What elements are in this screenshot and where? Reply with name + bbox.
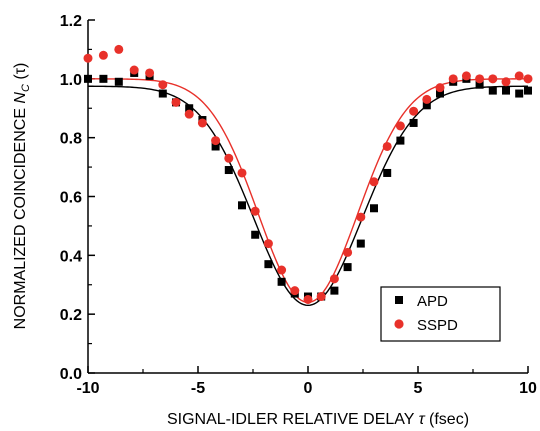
x-tick-label: -10 (76, 380, 99, 397)
data-point-apd (383, 168, 392, 177)
data-point-sspd (184, 109, 194, 119)
data-point-sspd (409, 106, 419, 116)
legend-label-sspd: SSPD (417, 317, 458, 334)
data-point-apd (224, 166, 233, 175)
data-point-apd (422, 101, 431, 110)
data-point-sspd (369, 177, 379, 187)
data-point-sspd (145, 68, 155, 78)
axes (87, 19, 529, 374)
data-point-sspd (197, 118, 207, 128)
data-point-sspd (114, 44, 124, 54)
data-point-sspd (211, 136, 221, 146)
x-tick-label: 10 (519, 380, 537, 397)
data-point-sspd (382, 141, 392, 151)
data-point-sspd (277, 265, 287, 275)
data-point-apd (238, 201, 246, 210)
legend-marker-sspd (394, 319, 404, 329)
data-point-sspd (461, 71, 471, 81)
data-point-sspd (250, 206, 260, 216)
y-tick-label: 1.0 (60, 72, 82, 89)
legend: APD SSPD (380, 286, 501, 342)
data-point-apd (99, 74, 108, 83)
data-point-sspd (329, 274, 339, 284)
tick-labels: -10 -5 0 5 10 0.0 0.2 0.4 0.6 0.8 1.0 1.2 (60, 13, 537, 397)
data-point-sspd (501, 77, 511, 87)
data-point-apd (396, 136, 405, 145)
data-point-apd (356, 239, 365, 248)
data-point-sspd (488, 74, 498, 84)
data-point-sspd (263, 239, 273, 249)
data-point-apd (277, 277, 286, 286)
data-point-sspd (171, 97, 181, 107)
y-tick-label: 1.2 (60, 13, 82, 30)
data-point-sspd (129, 65, 139, 75)
data-point-apd (84, 74, 92, 83)
x-axis-label: SIGNAL-IDLER RELATIVE DELAY τ (fsec) (167, 411, 469, 428)
data-point-sspd (290, 286, 300, 296)
legend-marker-apd (395, 296, 403, 304)
data-point-apd (475, 80, 484, 89)
x-tick-label: -5 (191, 380, 205, 397)
data-point-apd (524, 86, 532, 95)
y-axis-label: NORMALIZED COINCIDENCE NC (τ) (12, 63, 32, 330)
data-point-sspd (224, 153, 234, 163)
data-point-apd (158, 89, 167, 98)
data-point-apd (343, 263, 352, 272)
data-point-apd (185, 104, 194, 113)
fit-curve-apd (87, 85, 529, 307)
y-tick-label: 0.2 (60, 307, 82, 324)
data-point-sspd (158, 80, 168, 90)
data-point-apd (114, 77, 123, 86)
data-point-sspd (356, 212, 366, 222)
data-point-apd (488, 86, 497, 95)
data-point-sspd (303, 294, 313, 304)
data-point-apd (211, 142, 220, 151)
legend-label-apd: APD (417, 293, 448, 310)
data-point-sspd (83, 53, 93, 63)
y-tick-label: 0.0 (60, 366, 82, 383)
data-point-apd (515, 89, 524, 98)
data-point-sspd (448, 74, 458, 84)
x-tick-label: 5 (414, 380, 423, 397)
data-point-apd (370, 204, 378, 213)
data-point-sspd (98, 50, 108, 60)
y-tick-label: 0.4 (60, 248, 82, 265)
x-tick-label: 0 (304, 380, 313, 397)
data-point-sspd (343, 247, 353, 257)
fit-curve-sspd (87, 78, 529, 304)
data-point-sspd (316, 292, 326, 302)
y-tick-label: 0.8 (60, 131, 82, 148)
data-point-apd (502, 86, 510, 95)
data-point-apd (264, 260, 273, 269)
fit-curves (87, 78, 529, 307)
data-point-sspd (514, 71, 524, 81)
data-point-sspd (395, 121, 405, 131)
y-tick-label: 0.6 (60, 190, 82, 207)
data-point-sspd (523, 74, 533, 84)
data-point-sspd (475, 74, 485, 84)
data-point-sspd (435, 83, 445, 93)
data-point-apd (436, 89, 444, 98)
data-point-apd (330, 286, 339, 295)
data-point-sspd (237, 168, 247, 178)
data-point-apd (409, 118, 418, 127)
data-points (83, 44, 533, 304)
data-point-apd (251, 230, 260, 239)
data-point-sspd (422, 94, 432, 104)
